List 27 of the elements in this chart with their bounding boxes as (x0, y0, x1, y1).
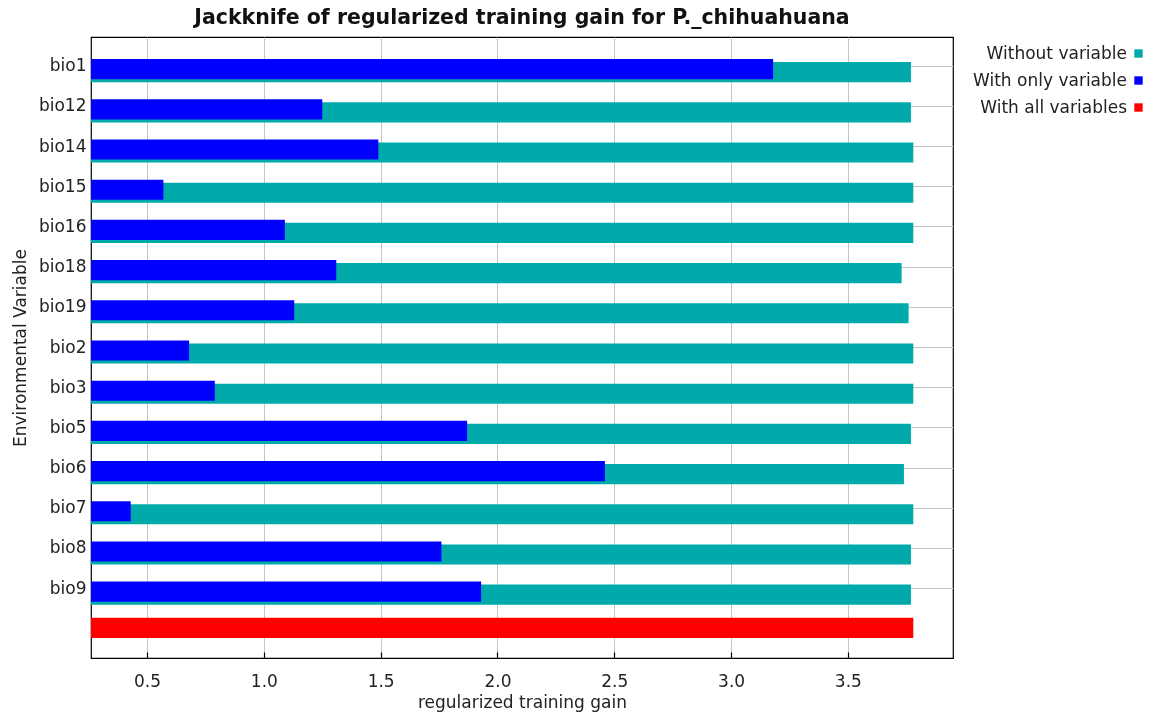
x-tick-label: 3.5 (834, 670, 862, 691)
legend-label: Without variable (986, 42, 1127, 63)
chart-title: Jackknife of regularized training gain for P._chihuahuana (192, 4, 850, 29)
y-tick-label: bio16 (38, 215, 87, 236)
y-tick-label: bio9 (49, 577, 87, 598)
y-tick-label: bio5 (49, 416, 87, 437)
x-tick-label: 1.0 (250, 670, 278, 691)
y-tick-label: bio18 (38, 256, 87, 277)
y-tick-label: bio14 (38, 135, 87, 156)
x-tick-label: 2.0 (484, 670, 512, 691)
y-tick-label: bio3 (49, 376, 87, 397)
y-tick-label: bio1 (49, 55, 87, 76)
x-axis-title: regularized training gain (417, 691, 628, 712)
x-tick-label: 3.0 (718, 670, 746, 691)
x-tick-label: 0.5 (134, 670, 162, 691)
x-tick-label: 2.5 (601, 670, 629, 691)
y-tick-label: bio7 (49, 497, 87, 518)
y-tick-label: bio19 (38, 296, 87, 317)
legend-label: With only variable (973, 69, 1127, 90)
y-tick-label: bio2 (49, 336, 87, 357)
legend-label: With all variables (980, 96, 1128, 117)
y-tick-label: bio15 (38, 175, 87, 196)
y-tick-label: bio12 (38, 95, 87, 116)
y-tick-label: bio6 (49, 457, 87, 478)
y-tick-label: bio8 (49, 537, 87, 558)
x-tick-label: 1.5 (367, 670, 395, 691)
y-axis-title: Environmental Variable (9, 249, 30, 447)
